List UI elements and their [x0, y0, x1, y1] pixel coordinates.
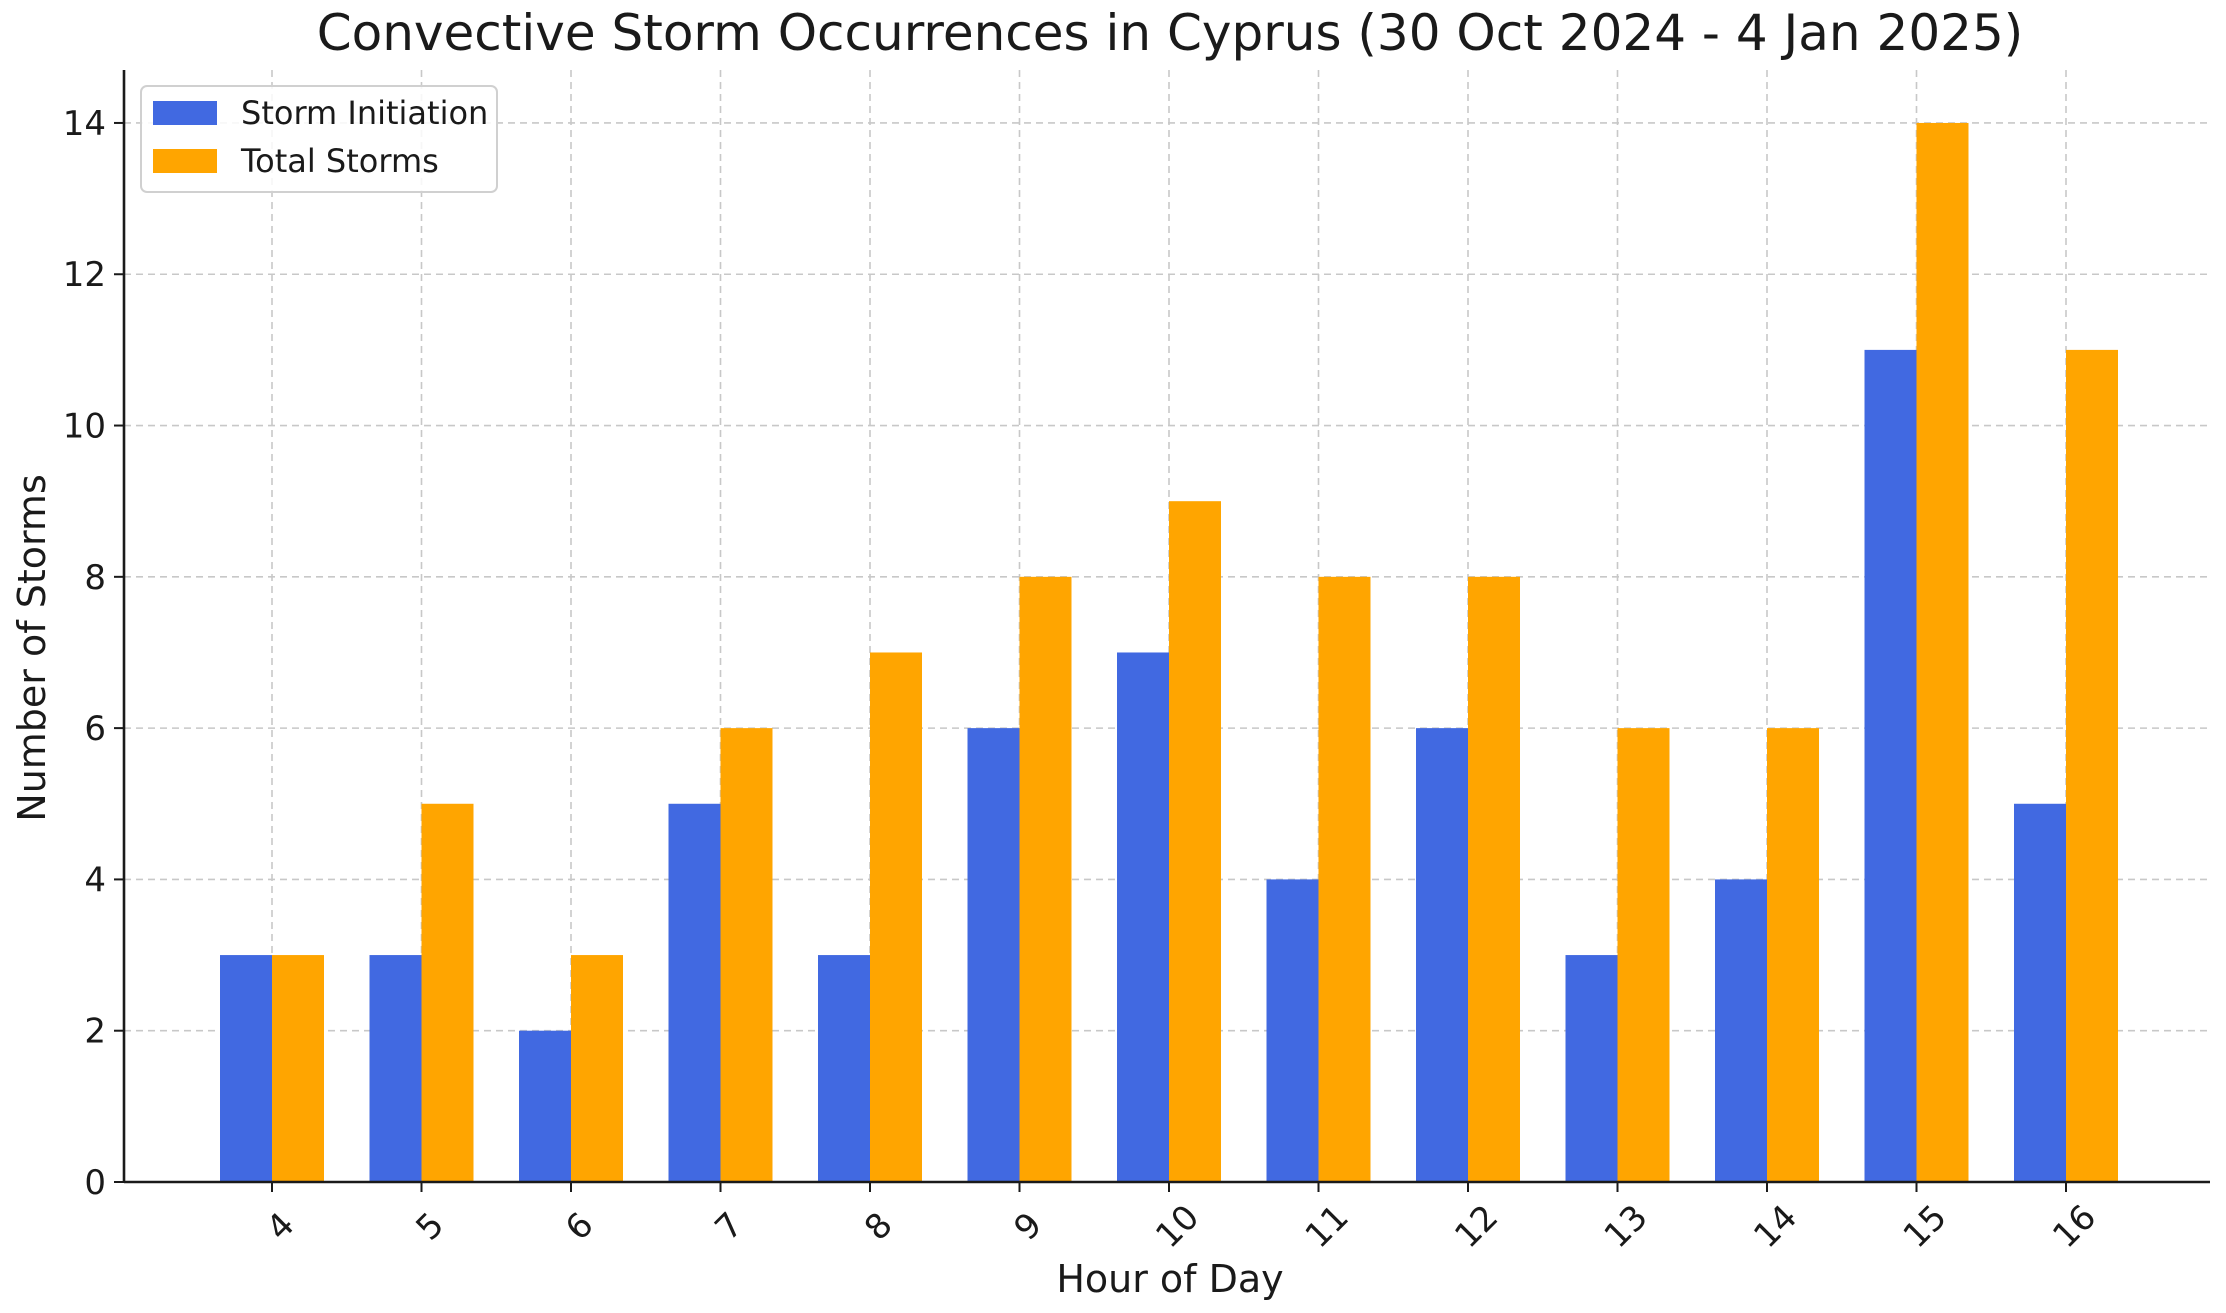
x-tick-label: 4: [259, 1205, 303, 1249]
x-tick-label: 5: [408, 1205, 452, 1249]
bar-total-storms: [870, 652, 922, 1182]
x-tick-label: 10: [1148, 1197, 1207, 1256]
x-tick-label: 8: [857, 1205, 901, 1249]
y-tick-label: 14: [63, 104, 106, 144]
bar-storm-initiation: [2014, 803, 2066, 1182]
bar-storm-initiation: [519, 1030, 571, 1182]
bar-storm-initiation: [668, 803, 721, 1182]
y-tick-label: 0: [84, 1163, 106, 1203]
bar-storm-initiation: [1416, 728, 1468, 1182]
bar-total-storms: [1169, 501, 1221, 1182]
y-tick-label: 2: [84, 1012, 106, 1052]
bar-storm-initiation: [1565, 955, 1618, 1182]
bar-storm-initiation: [1266, 879, 1319, 1182]
x-axis-label: Hour of Day: [1056, 1257, 1283, 1301]
x-tick-label: 7: [707, 1205, 751, 1249]
legend-box: [140, 85, 498, 193]
bar-total-storms: [421, 803, 474, 1182]
y-axis-label: Number of Storms: [10, 474, 54, 821]
legend-swatch-storm-initiation: [153, 101, 217, 125]
bar-storm-initiation: [1864, 349, 1917, 1183]
x-tick-label: 14: [1746, 1197, 1805, 1256]
legend: Storm Initiation Total Storms: [140, 85, 498, 193]
y-tick-label: 12: [63, 255, 106, 295]
bar-total-storms: [1019, 576, 1072, 1182]
x-tick-label: 16: [2045, 1197, 2104, 1256]
bars-layer: [220, 122, 2118, 1183]
bar-storm-initiation: [220, 955, 272, 1182]
legend-swatch-total-storms: [153, 149, 217, 173]
bar-total-storms: [2066, 349, 2118, 1183]
bar-total-storms: [1916, 122, 1969, 1182]
chart-title: Convective Storm Occurrences in Cyprus (…: [317, 4, 2024, 62]
x-tick-label: 12: [1447, 1197, 1506, 1256]
x-tick-label: 9: [1006, 1205, 1050, 1249]
bar-storm-initiation: [818, 955, 870, 1182]
axes-layer: [122, 70, 2210, 1184]
bar-total-storms: [1767, 728, 1819, 1182]
x-tick-label: 11: [1298, 1197, 1357, 1256]
bar-storm-initiation: [1715, 879, 1767, 1182]
bar-total-storms: [571, 955, 623, 1182]
bar-total-storms: [272, 955, 324, 1182]
y-tick-label: 4: [84, 860, 106, 900]
bar-total-storms: [1468, 576, 1520, 1182]
legend-label-storm-initiation: Storm Initiation: [241, 94, 488, 132]
x-tick-label: 13: [1597, 1197, 1656, 1256]
bar-total-storms: [720, 728, 773, 1182]
y-tick-label: 10: [63, 407, 106, 447]
bar-storm-initiation: [967, 728, 1020, 1182]
x-tick-label: 15: [1896, 1197, 1955, 1256]
bar-storm-initiation: [1117, 652, 1169, 1182]
x-tick-label: 6: [558, 1205, 602, 1249]
bar-storm-initiation: [369, 955, 422, 1182]
bar-total-storms: [1617, 728, 1670, 1182]
bar-total-storms: [1318, 576, 1371, 1182]
y-tick-label: 6: [84, 709, 106, 749]
y-tick-label: 8: [84, 558, 106, 598]
legend-label-total-storms: Total Storms: [240, 142, 439, 180]
